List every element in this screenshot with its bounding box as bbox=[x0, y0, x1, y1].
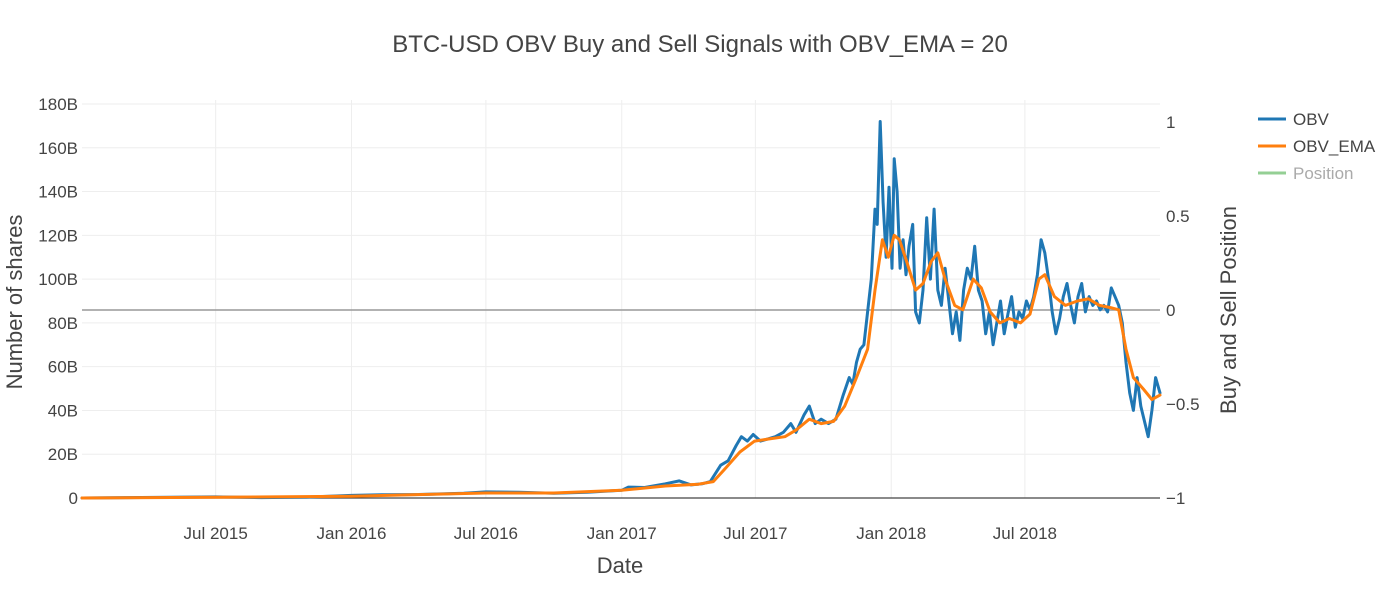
y2-tick-label: −1 bbox=[1166, 489, 1185, 508]
grid-layer bbox=[82, 100, 1160, 498]
series-line-obv bbox=[80, 120, 1162, 500]
x-tick-label: Jan 2016 bbox=[317, 524, 387, 543]
y-tick-label: 0 bbox=[69, 489, 78, 508]
x-tick-label: Jul 2016 bbox=[454, 524, 518, 543]
legend-label: Position bbox=[1293, 164, 1353, 183]
y2-tick-label: −0.5 bbox=[1166, 395, 1200, 414]
y-tick-label: 60B bbox=[48, 358, 78, 377]
x-tick-label: Jul 2015 bbox=[184, 524, 248, 543]
y-axis-title: Number of shares bbox=[2, 215, 27, 390]
legend-item-obv-ema[interactable]: OBV_EMA bbox=[1258, 137, 1376, 156]
y2-tick-label: 0.5 bbox=[1166, 207, 1190, 226]
legend: OBV OBV_EMA Position bbox=[1258, 110, 1376, 183]
x-tick-label: Jan 2018 bbox=[856, 524, 926, 543]
legend-label: OBV bbox=[1293, 110, 1330, 129]
x-tick-label: Jul 2017 bbox=[723, 524, 787, 543]
y2-axis-title: Buy and Sell Position bbox=[1216, 206, 1241, 414]
y-tick-label: 20B bbox=[48, 445, 78, 464]
chart-title: BTC-USD OBV Buy and Sell Signals with OB… bbox=[392, 31, 1008, 58]
y-tick-label: 80B bbox=[48, 314, 78, 333]
y2-tick-label: 1 bbox=[1166, 113, 1175, 132]
tick-layer: 0 20B 40B 60B 80B 100B 120B 140B 160B 180B Jul 201… bbox=[38, 95, 1199, 543]
legend-item-obv[interactable]: OBV bbox=[1258, 110, 1330, 129]
y-tick-label: 100B bbox=[38, 270, 78, 289]
y-tick-label: 180B bbox=[38, 95, 78, 114]
series-layer bbox=[80, 120, 1162, 500]
y-tick-label: 160B bbox=[38, 139, 78, 158]
y-tick-label: 140B bbox=[38, 183, 78, 202]
y-tick-label: 120B bbox=[38, 226, 78, 245]
y-tick-label: 40B bbox=[48, 401, 78, 420]
x-tick-label: Jul 2018 bbox=[993, 524, 1057, 543]
y2-tick-label: 0 bbox=[1166, 301, 1175, 320]
x-tick-label: Jan 2017 bbox=[587, 524, 657, 543]
x-axis-title: Date bbox=[597, 553, 643, 578]
axes-layer bbox=[82, 309, 1160, 499]
series-line-obv-ema bbox=[80, 233, 1162, 500]
legend-label: OBV_EMA bbox=[1293, 137, 1376, 156]
legend-item-position[interactable]: Position bbox=[1258, 164, 1353, 183]
